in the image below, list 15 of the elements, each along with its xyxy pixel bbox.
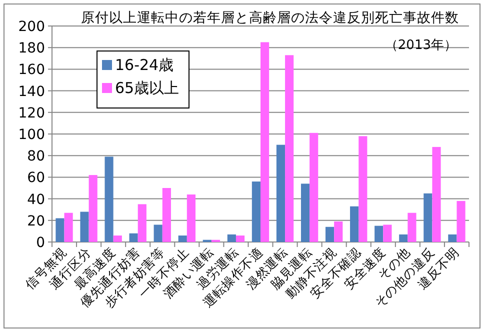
y-tick-label: 60 bbox=[27, 170, 45, 186]
y-tick-label: 140 bbox=[18, 84, 45, 100]
y-tick-label: 180 bbox=[18, 40, 45, 57]
y-tick-label: 80 bbox=[27, 148, 45, 165]
y-tick-label: 160 bbox=[18, 62, 45, 78]
y-tick-label: 0 bbox=[36, 235, 45, 251]
annotation: （2013年） bbox=[384, 38, 457, 53]
legend-label: 65歳以上 bbox=[115, 79, 180, 97]
y-tick-label: 20 bbox=[27, 213, 45, 230]
y-tick-label: 100 bbox=[18, 127, 45, 143]
y-tick-label: 200 bbox=[18, 19, 45, 35]
y-tick-label: 40 bbox=[27, 192, 45, 208]
legend-label: 16-24歳 bbox=[115, 56, 174, 74]
y-tick-label: 120 bbox=[18, 105, 45, 122]
chart-title: 原付以上運転中の若年層と高齢層の法令違反別死亡事故件数 bbox=[81, 10, 459, 26]
